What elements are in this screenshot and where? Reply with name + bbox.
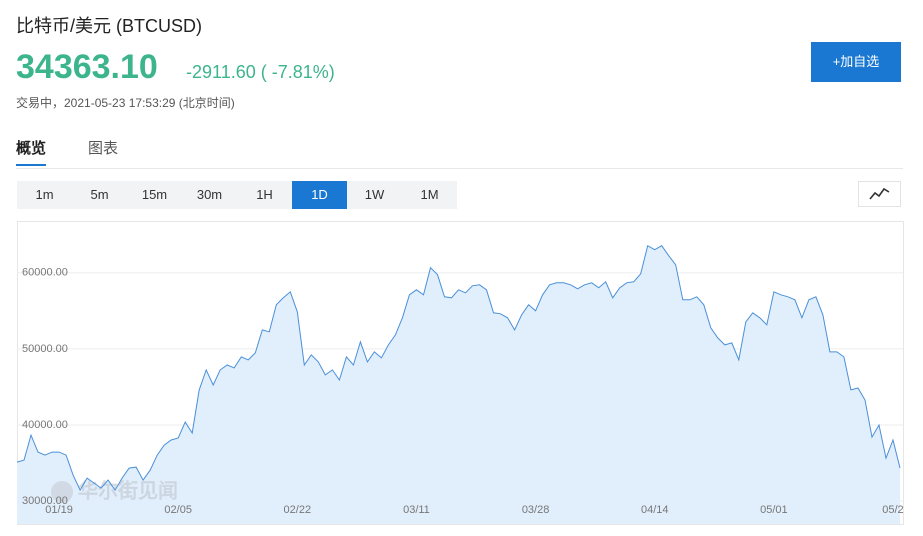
range-button[interactable]: 5m: [90, 187, 109, 202]
watermark: 华尔街见闻: [78, 479, 178, 503]
range-button[interactable]: 1D: [292, 181, 347, 209]
y-tick-label: 30000.00: [22, 495, 68, 507]
x-tick-label: 02/05: [164, 504, 192, 516]
y-tick-label: 60000.00: [22, 267, 68, 279]
change: -2911.60 ( -7.81%): [186, 62, 335, 82]
x-tick-label: 01/19: [45, 504, 73, 516]
tab[interactable]: 概览: [16, 137, 47, 166]
price: 34363.10: [16, 48, 158, 86]
status: 交易中，2021-05-23 17:53:29 (北京时间): [16, 96, 235, 110]
watermark-logo: [51, 481, 73, 503]
x-tick-label: 03/11: [403, 504, 430, 516]
range-button[interactable]: 1H: [256, 187, 273, 202]
range-button[interactable]: 15m: [141, 187, 168, 202]
range-button[interactable]: 1W: [364, 187, 385, 202]
area: [17, 245, 900, 524]
x-tick-label: 03/28: [522, 504, 550, 516]
x-tick-label: 04/14: [641, 504, 669, 516]
range-button[interactable]: 1M: [420, 187, 439, 202]
title: 比特币/美元 (BTCUSD): [16, 16, 202, 36]
y-tick-label: 40000.00: [22, 419, 68, 431]
line: [16, 244, 901, 492]
range-button[interactable]: 1m: [35, 187, 54, 202]
range-bar: 1m 5m 15m 30m 1H 1D 1W 1M: [17, 181, 457, 209]
range-button[interactable]: 30m: [196, 187, 223, 202]
chart-type-button[interactable]: [858, 181, 901, 207]
divider: [16, 168, 903, 169]
tab[interactable]: 图表: [88, 140, 119, 157]
plot-frame: [17, 221, 904, 525]
y-tick-label: 50000.00: [22, 343, 68, 355]
add-watchlist-button[interactable]: +加自选: [811, 42, 901, 82]
x-tick-label: 05/01: [760, 504, 788, 516]
x-tick-label: 05/2: [882, 504, 903, 516]
x-tick-label: 02/22: [284, 504, 312, 516]
icon: [869, 187, 890, 200]
